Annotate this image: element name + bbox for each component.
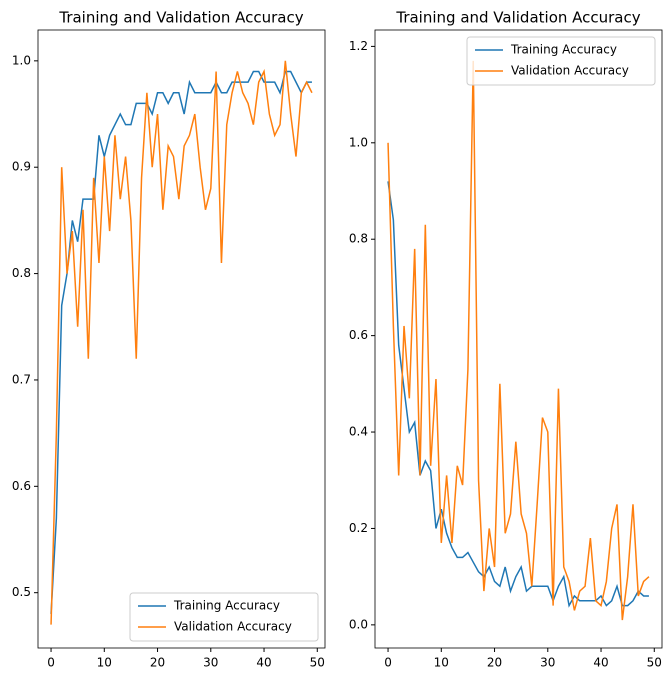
y-tick-label: 0.9 <box>12 160 31 174</box>
legend-label: Training Accuracy <box>173 599 280 613</box>
x-tick-label: 0 <box>384 656 392 670</box>
x-tick-label: 10 <box>434 656 449 670</box>
x-tick-label: 50 <box>647 656 662 670</box>
data-line <box>387 60 650 621</box>
y-tick-label: 0.2 <box>349 521 368 535</box>
y-tick-label: 0.6 <box>12 479 31 493</box>
y-tick-label: 0.8 <box>12 266 31 280</box>
y-tick-label: 1.2 <box>349 39 368 53</box>
data-line <box>50 70 312 615</box>
x-tick-label: 40 <box>256 656 271 670</box>
data-line <box>50 60 313 625</box>
axes-frame <box>374 29 663 649</box>
y-tick-label: 0.8 <box>349 232 368 246</box>
legend-box <box>466 36 656 86</box>
data-line <box>387 181 649 608</box>
x-tick-label: 10 <box>97 656 112 670</box>
x-tick-label: 20 <box>150 656 165 670</box>
chart-title: Training and Validation Accuracy <box>58 9 303 27</box>
legend-label: Training Accuracy <box>510 43 617 57</box>
x-tick-label: 30 <box>540 656 555 670</box>
legend-label: Validation Accuracy <box>174 620 292 634</box>
y-tick-label: 0.6 <box>349 328 368 342</box>
x-tick-label: 40 <box>593 656 608 670</box>
y-tick-label: 0.7 <box>12 372 31 386</box>
y-tick-label: 0.4 <box>349 425 368 439</box>
chart-title: Training and Validation Accuracy <box>395 9 640 27</box>
x-tick-label: 20 <box>487 656 502 670</box>
x-tick-label: 30 <box>203 656 218 670</box>
x-tick-label: 50 <box>310 656 325 670</box>
axes-frame <box>37 29 326 649</box>
y-tick-label: 1.0 <box>349 135 368 149</box>
y-tick-label: 1.0 <box>12 53 31 67</box>
x-tick-label: 0 <box>47 656 55 670</box>
y-tick-label: 0.0 <box>349 617 368 631</box>
legend-label: Validation Accuracy <box>511 64 629 78</box>
y-tick-label: 0.5 <box>12 585 31 599</box>
legend-box <box>129 592 319 642</box>
